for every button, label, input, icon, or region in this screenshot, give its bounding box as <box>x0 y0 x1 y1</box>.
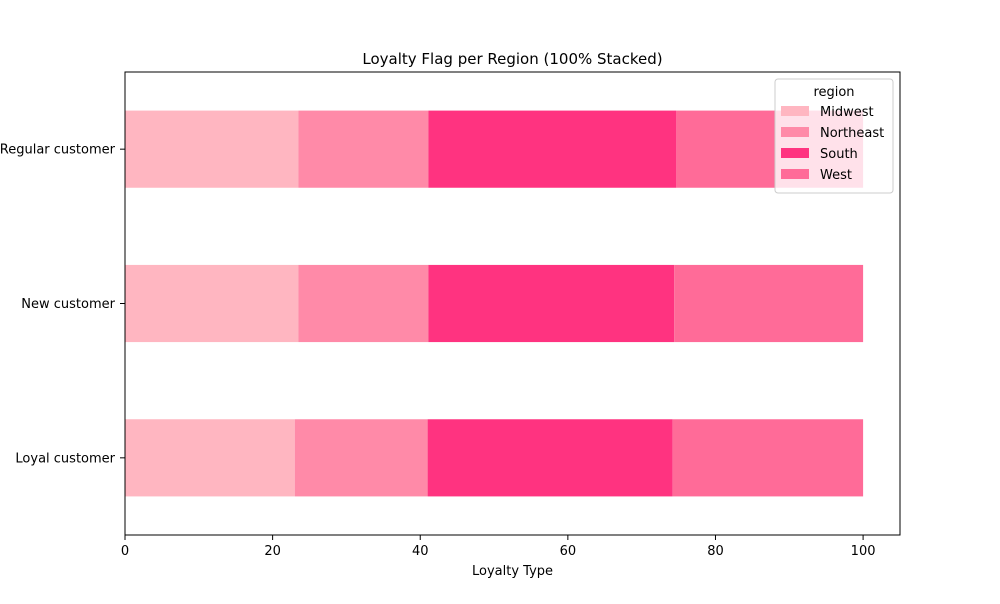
chart-title: Loyalty Flag per Region (100% Stacked) <box>362 50 662 68</box>
bar-south-new-customer <box>428 264 675 343</box>
legend-label-south: South <box>820 147 858 162</box>
bar-midwest-regular-customer <box>125 110 299 188</box>
legend-swatch-northeast <box>781 127 809 137</box>
y-tick-label: New customer <box>21 297 115 312</box>
legend-swatch-midwest <box>781 106 809 116</box>
bar-midwest-loyal-customer <box>125 419 295 497</box>
x-axis: 0 20 40 60 80 100 <box>121 535 876 559</box>
bar-west-new-customer <box>674 264 864 343</box>
y-axis: Loyal customer New customer Regular custom… <box>0 143 125 466</box>
bar-south-loyal-customer <box>427 419 673 497</box>
legend-label-west: West <box>820 168 852 183</box>
bar-northeast-loyal-customer <box>294 419 428 497</box>
legend-title: region <box>813 85 854 100</box>
bar-northeast-new-customer <box>298 264 429 343</box>
y-tick-label: Loyal customer <box>15 451 115 466</box>
bar-west-loyal-customer <box>672 419 864 497</box>
bar-midwest-new-customer <box>125 264 299 343</box>
x-tick-label: 100 <box>851 544 876 559</box>
legend-swatch-south <box>781 148 809 158</box>
x-tick-label: 80 <box>707 544 724 559</box>
legend-label-northeast: Northeast <box>820 126 884 141</box>
legend: region Midwest Northeast South West <box>774 78 894 194</box>
legend-label-midwest: Midwest <box>820 105 874 120</box>
bars-layer <box>125 110 864 497</box>
x-tick-label: 40 <box>412 544 429 559</box>
x-tick-label: 60 <box>560 544 577 559</box>
bar-northeast-regular-customer <box>298 110 429 188</box>
x-tick-label: 0 <box>121 544 129 559</box>
x-axis-label: Loyalty Type <box>472 564 553 579</box>
x-tick-label: 20 <box>264 544 281 559</box>
bar-south-regular-customer <box>428 110 677 188</box>
y-tick-label: Regular customer <box>0 143 116 158</box>
legend-swatch-west <box>781 169 809 179</box>
